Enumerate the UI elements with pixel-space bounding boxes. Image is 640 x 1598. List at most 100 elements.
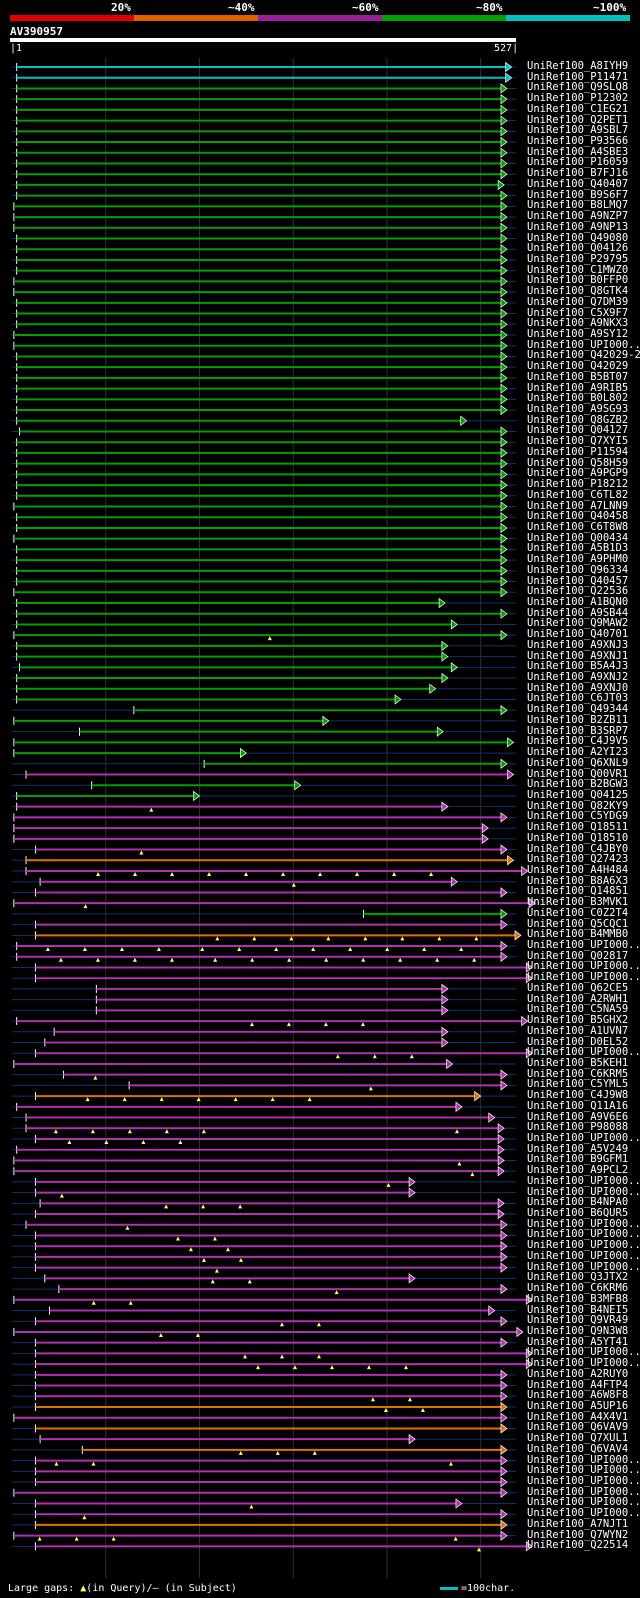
hit-label[interactable]: UniRef100_UPI000.. — [527, 338, 640, 351]
hit-label[interactable]: UniRef100_Q8GTK4 — [527, 285, 629, 298]
hit-label[interactable]: UniRef100_A9XNJ2 — [527, 671, 629, 684]
hit-label[interactable]: UniRef100_UPI000.. — [527, 1485, 640, 1498]
hit-label[interactable]: UniRef100_Q02817 — [527, 949, 629, 962]
hit-label[interactable]: UniRef100_B3MVK1 — [527, 896, 629, 909]
hit-label[interactable]: UniRef100_A4FTP4 — [527, 1378, 629, 1391]
hit-label[interactable]: UniRef100_A4X4V1 — [527, 1410, 629, 1423]
hit-label[interactable]: UniRef100_B8LMQ7 — [527, 199, 629, 212]
hit-label[interactable]: UniRef100_A9SBL7 — [527, 124, 629, 137]
hit-label[interactable]: UniRef100_B9GFM1 — [527, 1153, 629, 1166]
hit-label[interactable]: UniRef100_A9PGP9 — [527, 467, 629, 480]
hit-label[interactable]: UniRef100_Q40457 — [527, 574, 629, 587]
hit-label[interactable]: UniRef100_P93566 — [527, 135, 629, 148]
hit-label[interactable]: UniRef100_Q2PET1 — [527, 113, 629, 126]
hit-label[interactable]: UniRef100_B3SRP7 — [527, 724, 629, 737]
hit-label[interactable]: UniRef100_Q18511 — [527, 821, 629, 834]
hit-label[interactable]: UniRef100_B4MMB0 — [527, 928, 629, 941]
hit-label[interactable]: UniRef100_B4NPA0 — [527, 1196, 629, 1209]
hit-label[interactable]: UniRef100_Q6VAV4 — [527, 1442, 629, 1455]
hit-label[interactable]: UniRef100_P11471 — [527, 70, 629, 83]
hit-label[interactable]: UniRef100_C4J9W8 — [527, 1089, 629, 1102]
hit-label[interactable]: UniRef100_UPI000.. — [527, 1453, 640, 1466]
hit-label[interactable]: UniRef100_Q04126 — [527, 242, 629, 255]
hit-label[interactable]: UniRef100_C4J9V5 — [527, 735, 629, 748]
hit-label[interactable]: UniRef100_A5V249 — [527, 1142, 629, 1155]
hit-label[interactable]: UniRef100_UPI000.. — [527, 1496, 640, 1509]
hit-label[interactable]: UniRef100_C6T8W8 — [527, 520, 629, 533]
hit-label[interactable]: UniRef100_B3MFB8 — [527, 1292, 629, 1305]
hit-label[interactable]: UniRef100_UPI000.. — [527, 1357, 640, 1370]
hit-label[interactable]: UniRef100_Q7WYN2 — [527, 1528, 629, 1541]
hit-label[interactable]: UniRef100_UPI000.. — [527, 1174, 640, 1187]
hit-label[interactable]: UniRef100_B2BGW3 — [527, 778, 629, 791]
hit-label[interactable]: UniRef100_A9SB44 — [527, 606, 629, 619]
hit-label[interactable]: UniRef100_A5B1D3 — [527, 542, 629, 555]
hit-label[interactable]: UniRef100_C1EG21 — [527, 102, 629, 115]
hit-label[interactable]: UniRef100_Q14851 — [527, 885, 629, 898]
hit-label[interactable]: UniRef100_Q8GZB2 — [527, 413, 629, 426]
hit-label[interactable]: UniRef100_A6W8F8 — [527, 1389, 629, 1402]
hit-label[interactable]: UniRef100_Q11A16 — [527, 1099, 629, 1112]
hit-label[interactable]: UniRef100_B7FJ16 — [527, 167, 629, 180]
hit-label[interactable]: UniRef100_D0EL52 — [527, 1035, 629, 1048]
hit-label[interactable]: UniRef100_C5X9F7 — [527, 306, 629, 319]
hit-label[interactable]: UniRef100_Q82KY9 — [527, 799, 629, 812]
hit-label[interactable]: UniRef100_Q9MAW2 — [527, 617, 629, 630]
hit-label[interactable]: UniRef100_B6QUR5 — [527, 1207, 629, 1220]
hit-label[interactable]: UniRef100_Q40458 — [527, 510, 629, 523]
hit-label[interactable]: UniRef100_A9V6E6 — [527, 1110, 629, 1123]
hit-label[interactable]: UniRef100_Q9N3W8 — [527, 1324, 629, 1337]
hit-label[interactable]: UniRef100_Q9SLQ8 — [527, 81, 629, 94]
hit-label[interactable]: UniRef100_Q22514 — [527, 1539, 629, 1552]
hit-label[interactable]: UniRef100_A9NKX3 — [527, 317, 629, 330]
hit-label[interactable]: UniRef100_A1BQN0 — [527, 596, 629, 608]
hit-label[interactable]: UniRef100_C4JBY0 — [527, 842, 629, 855]
hit-label[interactable]: UniRef100_UPI000.. — [527, 1507, 640, 1520]
hit-label[interactable]: UniRef100_Q00VR1 — [527, 767, 629, 780]
hit-label[interactable]: UniRef100_Q49344 — [527, 703, 629, 716]
hit-label[interactable]: UniRef100_A2RWH1 — [527, 992, 629, 1005]
hit-label[interactable]: UniRef100_Q27423 — [527, 853, 629, 866]
hit-label[interactable]: UniRef100_Q3JTX2 — [527, 1271, 629, 1284]
hit-label[interactable]: UniRef100_UPI000.. — [527, 939, 640, 952]
hit-label[interactable]: UniRef100_P18212 — [527, 478, 629, 491]
hit-label[interactable]: UniRef100_A7LNN9 — [527, 499, 629, 512]
hit-label[interactable]: UniRef100_A9SG93 — [527, 403, 629, 416]
hit-label[interactable]: UniRef100_B5GHX2 — [527, 1014, 629, 1027]
hit-label[interactable]: UniRef100_UPI000.. — [527, 960, 640, 973]
hit-label[interactable]: UniRef100_Q62CE5 — [527, 981, 629, 994]
hit-label[interactable]: UniRef100_A2RUY0 — [527, 1367, 629, 1380]
hit-label[interactable]: UniRef100_Q7DM39 — [527, 295, 629, 308]
hit-label[interactable]: UniRef100_C0Z2T4 — [527, 906, 629, 919]
hit-label[interactable]: UniRef100_C5YML5 — [527, 1078, 629, 1091]
hit-label[interactable]: UniRef100_Q04127 — [527, 424, 629, 437]
hit-label[interactable]: UniRef100_P98088 — [527, 1121, 629, 1134]
hit-label[interactable]: UniRef100_A9XNJ3 — [527, 638, 629, 651]
hit-label[interactable]: UniRef100_B2ZB11 — [527, 713, 629, 726]
hit-label[interactable]: UniRef100_P11594 — [527, 445, 629, 458]
hit-label[interactable]: UniRef100_A7NJT1 — [527, 1517, 629, 1530]
hit-label[interactable]: UniRef100_C1MWZ0 — [527, 263, 629, 276]
hit-label[interactable]: UniRef100_Q6XNL9 — [527, 756, 629, 769]
hit-label[interactable]: UniRef100_Q22536 — [527, 585, 629, 598]
hit-label[interactable]: UniRef100_A1UVN7 — [527, 1024, 629, 1037]
hit-label[interactable]: UniRef100_P16059 — [527, 156, 629, 169]
hit-label[interactable]: UniRef100_C5NA59 — [527, 1003, 629, 1016]
hit-label[interactable]: UniRef100_C5YDG9 — [527, 810, 629, 823]
hit-label[interactable]: UniRef100_Q7XUL1 — [527, 1432, 629, 1445]
hit-label[interactable]: UniRef100_B8A6X3 — [527, 874, 629, 887]
hit-label[interactable]: UniRef100_B5A4J3 — [527, 660, 629, 673]
hit-label[interactable]: UniRef100_A9XNJ0 — [527, 681, 629, 694]
hit-label[interactable]: UniRef100_Q58H59 — [527, 456, 629, 469]
hit-label[interactable]: UniRef100_A9SY12 — [527, 328, 629, 340]
hit-label[interactable]: UniRef100_UPI000.. — [527, 1185, 640, 1198]
hit-label[interactable]: UniRef100_UPI000.. — [527, 1464, 640, 1477]
hit-label[interactable]: UniRef100_A4H484 — [527, 864, 629, 876]
hit-label[interactable]: UniRef100_UPI000.. — [527, 1132, 640, 1144]
hit-label[interactable]: UniRef100_Q04125 — [527, 788, 629, 801]
hit-label[interactable]: UniRef100_A9NP13 — [527, 220, 629, 233]
hit-label[interactable]: UniRef100_A5UP16 — [527, 1400, 629, 1412]
hit-label[interactable]: UniRef100_P29795 — [527, 252, 629, 265]
hit-label[interactable]: UniRef100_B5BT07 — [527, 370, 629, 383]
hit-label[interactable]: UniRef100_Q96334 — [527, 563, 629, 576]
